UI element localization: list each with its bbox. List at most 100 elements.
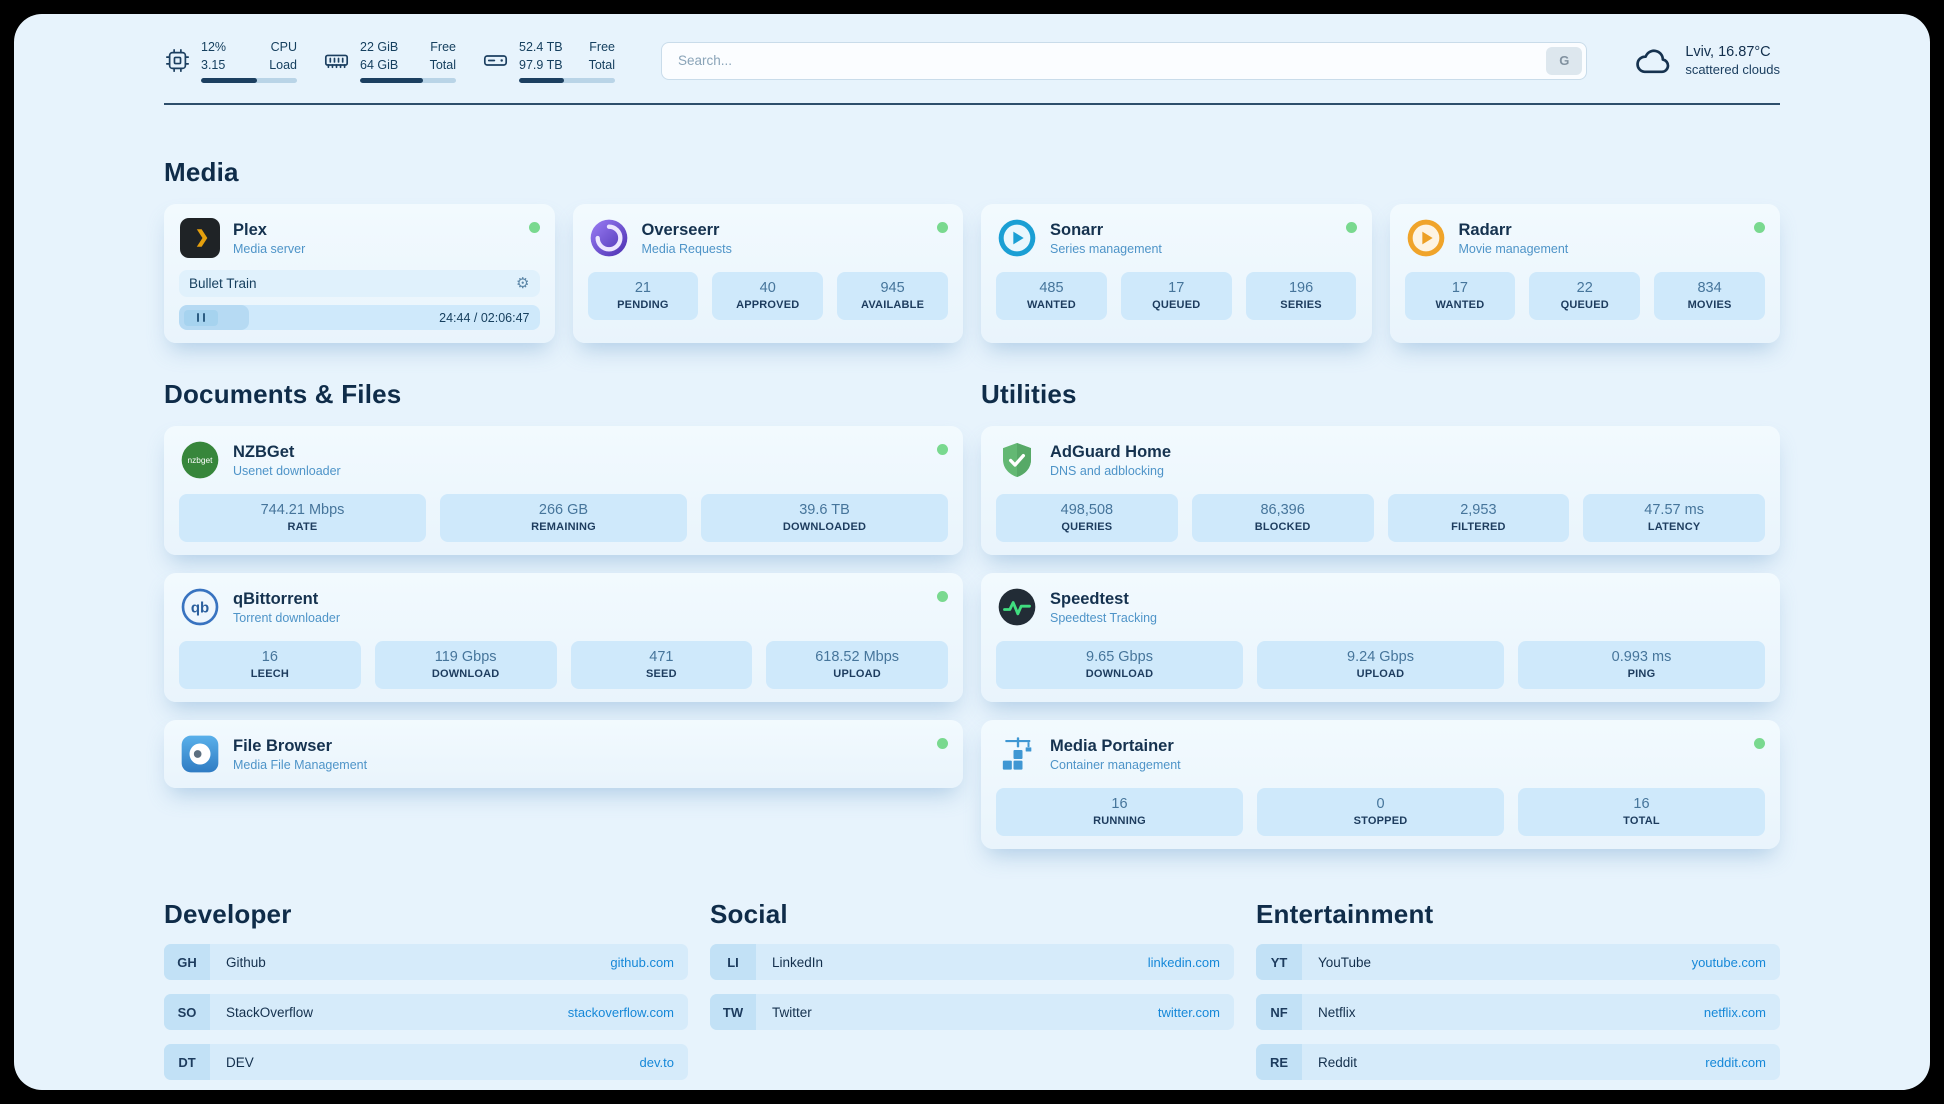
bookmark-stackoverflow[interactable]: SO StackOverflow stackoverflow.com [164,994,688,1031]
bookmarks-entertainment: Entertainment YT YouTube youtube.com NF … [1256,899,1780,1081]
ram-label-top: Free [430,40,456,54]
bookmark-youtube[interactable]: YT YouTube youtube.com [1256,944,1780,981]
filebrowser-icon [179,733,221,775]
stat-total: 16 TOTAL [1518,788,1765,837]
status-dot-online [937,738,948,750]
app-name: Plex [233,220,267,239]
app-desc: Series management [1050,241,1162,256]
plex-icon [179,217,221,259]
bookmark-netflix[interactable]: NF Netflix netflix.com [1256,994,1780,1031]
bookmark-abbr: SO [164,994,210,1031]
bookmark-reddit[interactable]: RE Reddit reddit.com [1256,1044,1780,1081]
ram-total: 64 GiB [360,58,399,73]
bookmark-linkedin[interactable]: LI LinkedIn linkedin.com [710,944,1234,981]
ram-stat: 22 GiB Free 64 GiB Total [323,38,456,84]
radarr-icon [1405,217,1447,259]
section-title-media: Media [164,157,239,188]
ram-label-bottom: Total [429,58,456,73]
weather-condition: scattered clouds [1685,62,1780,78]
sonarr-icon [996,217,1038,259]
stat-approved: 40 APPROVED [712,272,824,321]
stat-downloaded: 39.6 TB DOWNLOADED [701,494,948,543]
stat-download: 9.65 Gbps DOWNLOAD [996,641,1243,690]
app-card-filebrowser[interactable]: File Browser Media File Management [164,720,963,789]
qbittorrent-icon: qb [179,586,221,628]
bookmark-name: StackOverflow [226,1004,314,1020]
app-name: NZBGet [233,442,295,461]
bookmark-url: stackoverflow.com [567,1004,674,1020]
app-name: Radarr [1458,220,1512,239]
stat-download: 119 Gbps DOWNLOAD [374,641,557,690]
app-desc: Usenet downloader [233,463,341,478]
bookmarks-developer: Developer GH Github github.com SO StackO… [164,899,688,1081]
stat-upload: 618.52 Mbps UPLOAD [766,641,948,690]
app-desc: Movie management [1458,241,1569,256]
section-title-social: Social [710,899,788,930]
bookmark-url: youtube.com [1691,954,1766,970]
section-title-developer: Developer [164,899,292,930]
search-input[interactable] [661,41,1588,80]
bookmark-name: Twitter [772,1004,812,1020]
bookmark-url: reddit.com [1705,1054,1766,1070]
main-content: Media Plex Media server Bullet Train ⚙ [14,157,1930,1081]
app-desc: Media File Management [233,757,368,772]
dashboard: 12% CPU 3.15 Load [14,14,1930,1090]
weather-widget[interactable]: Lviv, 16.87°C scattered clouds [1633,41,1780,81]
bookmark-twitter[interactable]: TW Twitter twitter.com [710,994,1234,1031]
app-card-qbittorrent[interactable]: qb qBittorrent Torrent downloader 16 LEE… [164,573,963,703]
ram-progress-fill [360,78,424,84]
bookmark-abbr: NF [1256,994,1302,1031]
cpu-label-top: CPU [270,40,297,54]
status-dot-online [528,222,540,234]
status-dot-online [937,591,948,603]
stat-filtered: 2,953 FILTERED [1387,494,1570,543]
app-card-overseerr[interactable]: Overseerr Media Requests 21 PENDING 40 A… [572,204,963,344]
stat-seed: 471 SEED [570,641,753,690]
topbar: 12% CPU 3.15 Load [14,14,1930,84]
app-card-adguard[interactable]: AdGuard Home DNS and adblocking 498,508 … [981,426,1780,556]
app-card-portainer[interactable]: Media Portainer Container management 16 … [981,720,1780,850]
playback-time: 24:44 / 02:06:47 [439,310,530,325]
app-card-radarr[interactable]: Radarr Movie management 17 WANTED 22 QUE… [1389,204,1780,344]
stat-wanted: 485 WANTED [996,272,1107,321]
ram-free: 22 GiB [360,40,399,54]
app-card-plex[interactable]: Plex Media server Bullet Train ⚙ 24:44 /… [164,204,555,344]
search-engine-button[interactable]: G [1546,46,1583,75]
bookmark-name: Reddit [1318,1054,1358,1070]
portainer-icon [996,733,1038,775]
stat-queued: 17 QUEUED [1120,272,1232,321]
app-desc: Speedtest Tracking [1050,610,1158,625]
app-card-nzbget[interactable]: nzbget NZBGet Usenet downloader 744.21 M… [164,426,963,556]
section-title-utilities: Utilities [981,379,1077,410]
ram-progress-track [360,78,456,84]
bookmark-abbr: GH [164,944,210,981]
bookmark-abbr: YT [1256,944,1302,981]
disk-label-bottom: Total [588,58,615,73]
section-title-documents: Documents & Files [164,379,402,410]
bookmark-github[interactable]: GH Github github.com [164,944,688,981]
disk-icon [482,47,509,74]
documents-column: Documents & Files nzbget NZBGet Usenet d [164,379,963,849]
stat-wanted: 17 WANTED [1404,272,1516,321]
ram-icon [323,47,350,74]
app-desc: Media server [233,241,306,256]
stat-queries: 498,508 QUERIES [996,494,1178,543]
gear-icon[interactable]: ⚙ [516,275,530,293]
app-card-speedtest[interactable]: Speedtest Speedtest Tracking 9.65 Gbps D… [981,573,1780,703]
now-playing-title: Bullet Train [189,276,257,292]
plex-progress-bar[interactable]: 24:44 / 02:06:47 [179,305,540,331]
stat-leech: 16 LEECH [179,641,361,690]
disk-progress-track [519,78,615,84]
app-card-sonarr[interactable]: Sonarr Series management 485 WANTED 17 Q… [981,204,1372,344]
bookmark-name: Github [226,954,266,970]
bookmark-dev[interactable]: DT DEV dev.to [164,1044,688,1081]
bookmark-name: Netflix [1318,1004,1356,1020]
cpu-label-bottom: Load [269,58,297,73]
status-dot-online [1345,222,1357,234]
disk-stat: 52.4 TB Free 97.9 TB Total [482,38,615,84]
overseerr-icon [588,217,630,259]
bookmark-abbr: TW [710,994,756,1031]
pause-button[interactable] [184,309,218,326]
svg-text:qb: qb [191,600,209,617]
bookmark-url: twitter.com [1157,1004,1220,1020]
